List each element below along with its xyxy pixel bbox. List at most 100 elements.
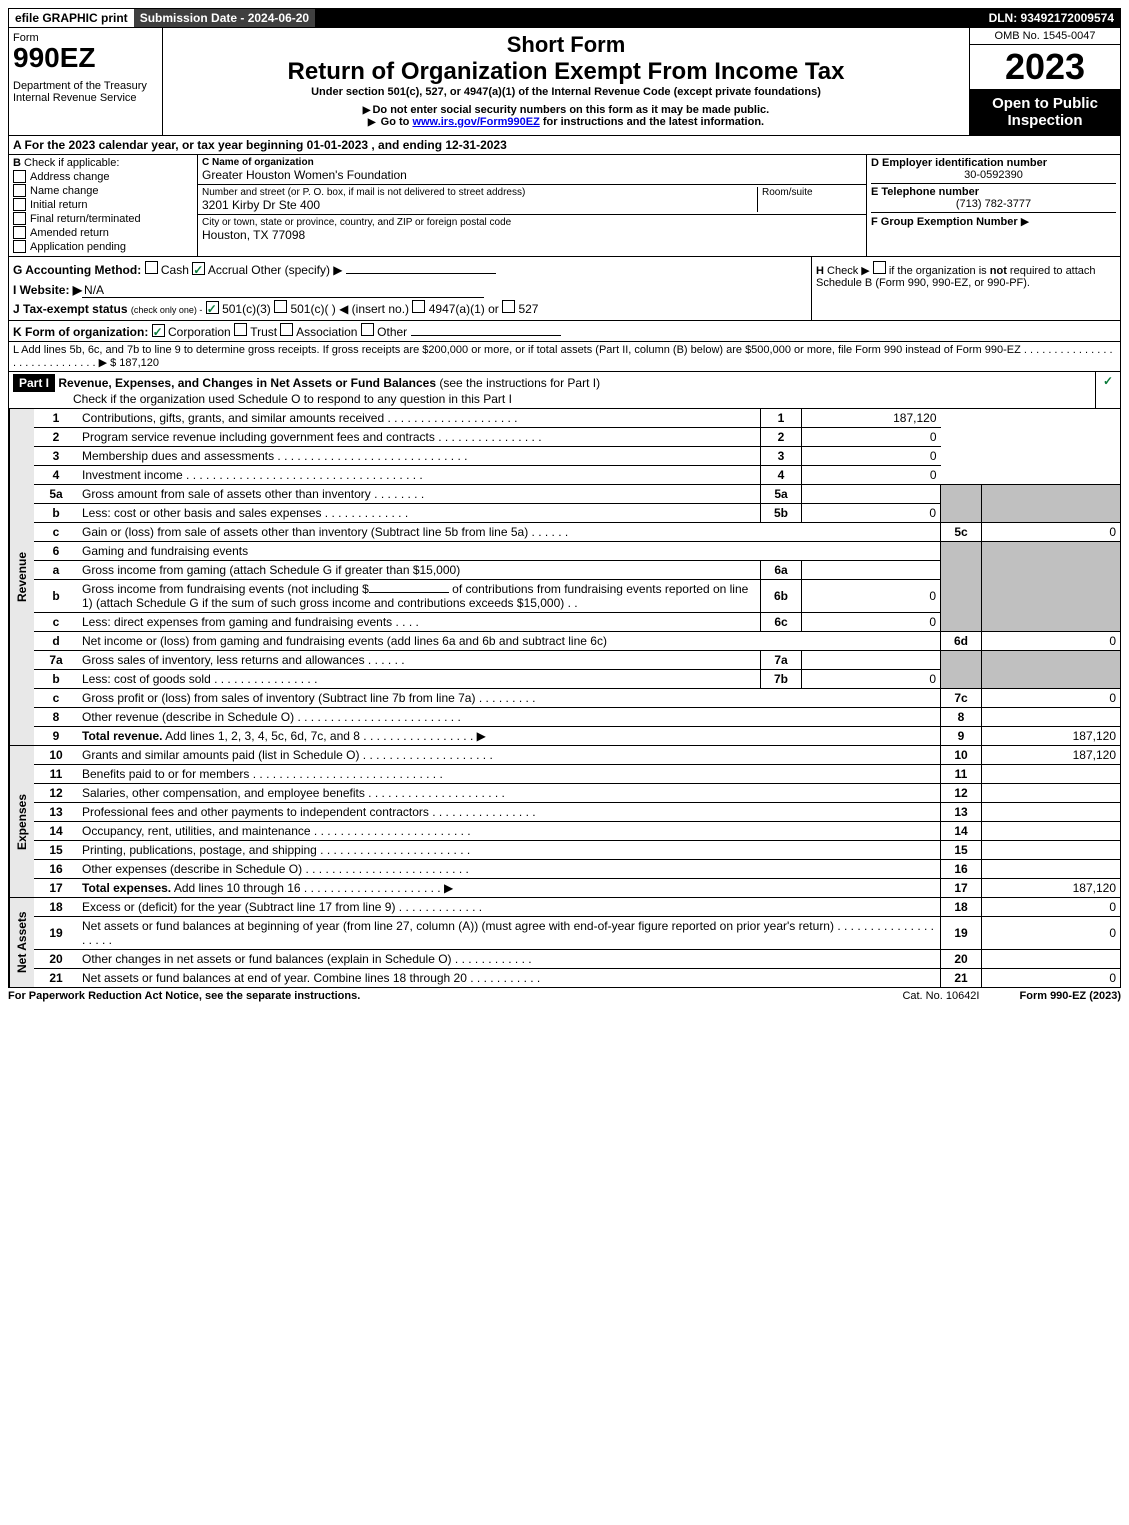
checkbox-icon <box>13 184 26 197</box>
form-number: 990EZ <box>13 44 158 72</box>
cb-corporation[interactable]: ✓ <box>152 324 165 337</box>
part1-checkbox[interactable]: ✓ <box>1095 372 1120 408</box>
page-footer: For Paperwork Reduction Act Notice, see … <box>8 988 1121 1002</box>
line-12: 12Salaries, other compensation, and empl… <box>34 784 1120 803</box>
line-10: 10Grants and similar amounts paid (list … <box>34 746 1120 765</box>
cb-initial-return[interactable]: Initial return <box>13 198 193 211</box>
i-label: I Website: ▶ <box>13 283 82 297</box>
cb-address-change[interactable]: Address change <box>13 170 193 183</box>
line-21: 21Net assets or fund balances at end of … <box>34 969 1120 988</box>
checkbox-icon <box>13 226 26 239</box>
top-bar: efile GRAPHIC print Submission Date - 20… <box>8 8 1121 28</box>
netassets-section: Net Assets 18Excess or (deficit) for the… <box>8 898 1121 988</box>
checkbox-icon <box>13 240 26 253</box>
l-text: L Add lines 5b, 6c, and 7b to line 9 to … <box>13 344 1021 356</box>
irs-link[interactable]: www.irs.gov/Form990EZ <box>412 116 539 128</box>
warn-ssn: Do not enter social security numbers on … <box>167 104 965 116</box>
line-6d: dNet income or (loss) from gaming and fu… <box>34 632 1120 651</box>
header-center: Short Form Return of Organization Exempt… <box>163 28 969 135</box>
line-13: 13Professional fees and other payments t… <box>34 803 1120 822</box>
form-header: Form 990EZ Department of the Treasury In… <box>8 28 1121 136</box>
line-11: 11Benefits paid to or for members . . . … <box>34 765 1120 784</box>
dept-label: Department of the Treasury Internal Reve… <box>13 80 158 104</box>
cb-accrual[interactable]: ✓ <box>192 262 205 275</box>
cb-association[interactable] <box>280 323 293 336</box>
section-bcd: B Check if applicable: Address change Na… <box>8 155 1121 257</box>
submission-date: Submission Date - 2024-06-20 <box>134 9 315 27</box>
org-city: Houston, TX 77098 <box>202 228 862 242</box>
line-16: 16Other expenses (describe in Schedule O… <box>34 860 1120 879</box>
title-return: Return of Organization Exempt From Incom… <box>167 58 965 86</box>
cb-527[interactable] <box>502 300 515 313</box>
checkbox-icon <box>13 198 26 211</box>
section-h: H Check ▶ if the organization is not req… <box>812 257 1120 320</box>
tax-year: 2023 <box>970 45 1120 89</box>
line-3: 3Membership dues and assessments . . . .… <box>34 447 1120 466</box>
section-gh: G Accounting Method: Cash ✓ Accrual Othe… <box>8 257 1121 321</box>
org-name-box: C Name of organization Greater Houston W… <box>198 155 866 185</box>
line-8: 8Other revenue (describe in Schedule O) … <box>34 708 1120 727</box>
paperwork-notice: For Paperwork Reduction Act Notice, see … <box>8 990 360 1002</box>
expenses-label: Expenses <box>9 746 34 897</box>
section-b: B Check if applicable: Address change Na… <box>9 155 198 256</box>
part1-subtitle: (see the instructions for Part I) <box>439 376 600 390</box>
org-name: Greater Houston Women's Foundation <box>202 168 862 182</box>
dln-label: DLN: 93492172009574 <box>983 9 1120 27</box>
efile-label[interactable]: efile GRAPHIC print <box>9 9 134 27</box>
title-short-form: Short Form <box>167 32 965 58</box>
accounting-method: G Accounting Method: Cash ✓ Accrual Othe… <box>13 261 807 277</box>
ein-label: D Employer identification number <box>871 157 1116 169</box>
j-label: J Tax-exempt status <box>13 302 128 316</box>
section-d: D Employer identification number 30-0592… <box>867 155 1120 256</box>
h-label: H <box>816 265 824 277</box>
check-if-applicable: Check if applicable: <box>24 157 119 169</box>
cb-501c[interactable] <box>274 300 287 313</box>
line-2: 2Program service revenue including gover… <box>34 428 1120 447</box>
revenue-table: 1Contributions, gifts, grants, and simil… <box>34 409 1120 745</box>
addr-label: Number and street (or P. O. box, if mail… <box>202 187 757 198</box>
other-specify: Other (specify) ▶ <box>251 263 342 277</box>
expenses-table: 10Grants and similar amounts paid (list … <box>34 746 1120 897</box>
line-14: 14Occupancy, rent, utilities, and mainte… <box>34 822 1120 841</box>
cb-501c3[interactable]: ✓ <box>206 301 219 314</box>
org-address: 3201 Kirby Dr Ste 400 <box>202 198 757 212</box>
part1-label: Part I <box>13 374 55 392</box>
line-5a: 5aGross amount from sale of assets other… <box>34 485 1120 504</box>
addr-box: Number and street (or P. O. box, if mail… <box>198 185 866 215</box>
line-4: 4Investment income . . . . . . . . . . .… <box>34 466 1120 485</box>
line-15: 15Printing, publications, postage, and s… <box>34 841 1120 860</box>
checkbox-icon <box>13 212 26 225</box>
section-g: G Accounting Method: Cash ✓ Accrual Othe… <box>9 257 812 320</box>
cb-4947[interactable] <box>412 300 425 313</box>
header-right: OMB No. 1545-0047 2023 Open to Public In… <box>969 28 1120 135</box>
line-6: 6Gaming and fundraising events <box>34 542 1120 561</box>
website-value: N/A <box>82 283 484 298</box>
line-20: 20Other changes in net assets or fund ba… <box>34 950 1120 969</box>
cb-other-org[interactable] <box>361 323 374 336</box>
line-7a: 7aGross sales of inventory, less returns… <box>34 651 1120 670</box>
section-a: A For the 2023 calendar year, or tax yea… <box>8 136 1121 155</box>
netassets-label: Net Assets <box>9 898 34 987</box>
cb-application-pending[interactable]: Application pending <box>13 240 193 253</box>
ein-value: 30-0592390 <box>871 169 1116 181</box>
open-public-badge: Open to Public Inspection <box>970 89 1120 135</box>
cb-name-change[interactable]: Name change <box>13 184 193 197</box>
section-k: K Form of organization: ✓ Corporation Tr… <box>8 321 1121 342</box>
cb-trust[interactable] <box>234 323 247 336</box>
city-box: City or town, state or province, country… <box>198 215 866 244</box>
cb-schedule-b[interactable] <box>873 261 886 274</box>
section-l: L Add lines 5b, 6c, and 7b to line 9 to … <box>8 342 1121 372</box>
part1-header: Part I Revenue, Expenses, and Changes in… <box>8 372 1121 409</box>
cb-cash[interactable] <box>145 261 158 274</box>
checkbox-icon <box>13 170 26 183</box>
section-c: C Name of organization Greater Houston W… <box>198 155 867 256</box>
line-7c: cGross profit or (loss) from sales of in… <box>34 689 1120 708</box>
subtitle: Under section 501(c), 527, or 4947(a)(1)… <box>167 86 965 98</box>
cb-amended-return[interactable]: Amended return <box>13 226 193 239</box>
revenue-section: Revenue 1Contributions, gifts, grants, a… <box>8 409 1121 746</box>
gross-receipts: $ 187,120 <box>110 357 159 369</box>
expenses-section: Expenses 10Grants and similar amounts pa… <box>8 746 1121 898</box>
phone-label: E Telephone number <box>871 183 1116 198</box>
cb-final-return[interactable]: Final return/terminated <box>13 212 193 225</box>
part1-title: Revenue, Expenses, and Changes in Net As… <box>58 376 436 390</box>
